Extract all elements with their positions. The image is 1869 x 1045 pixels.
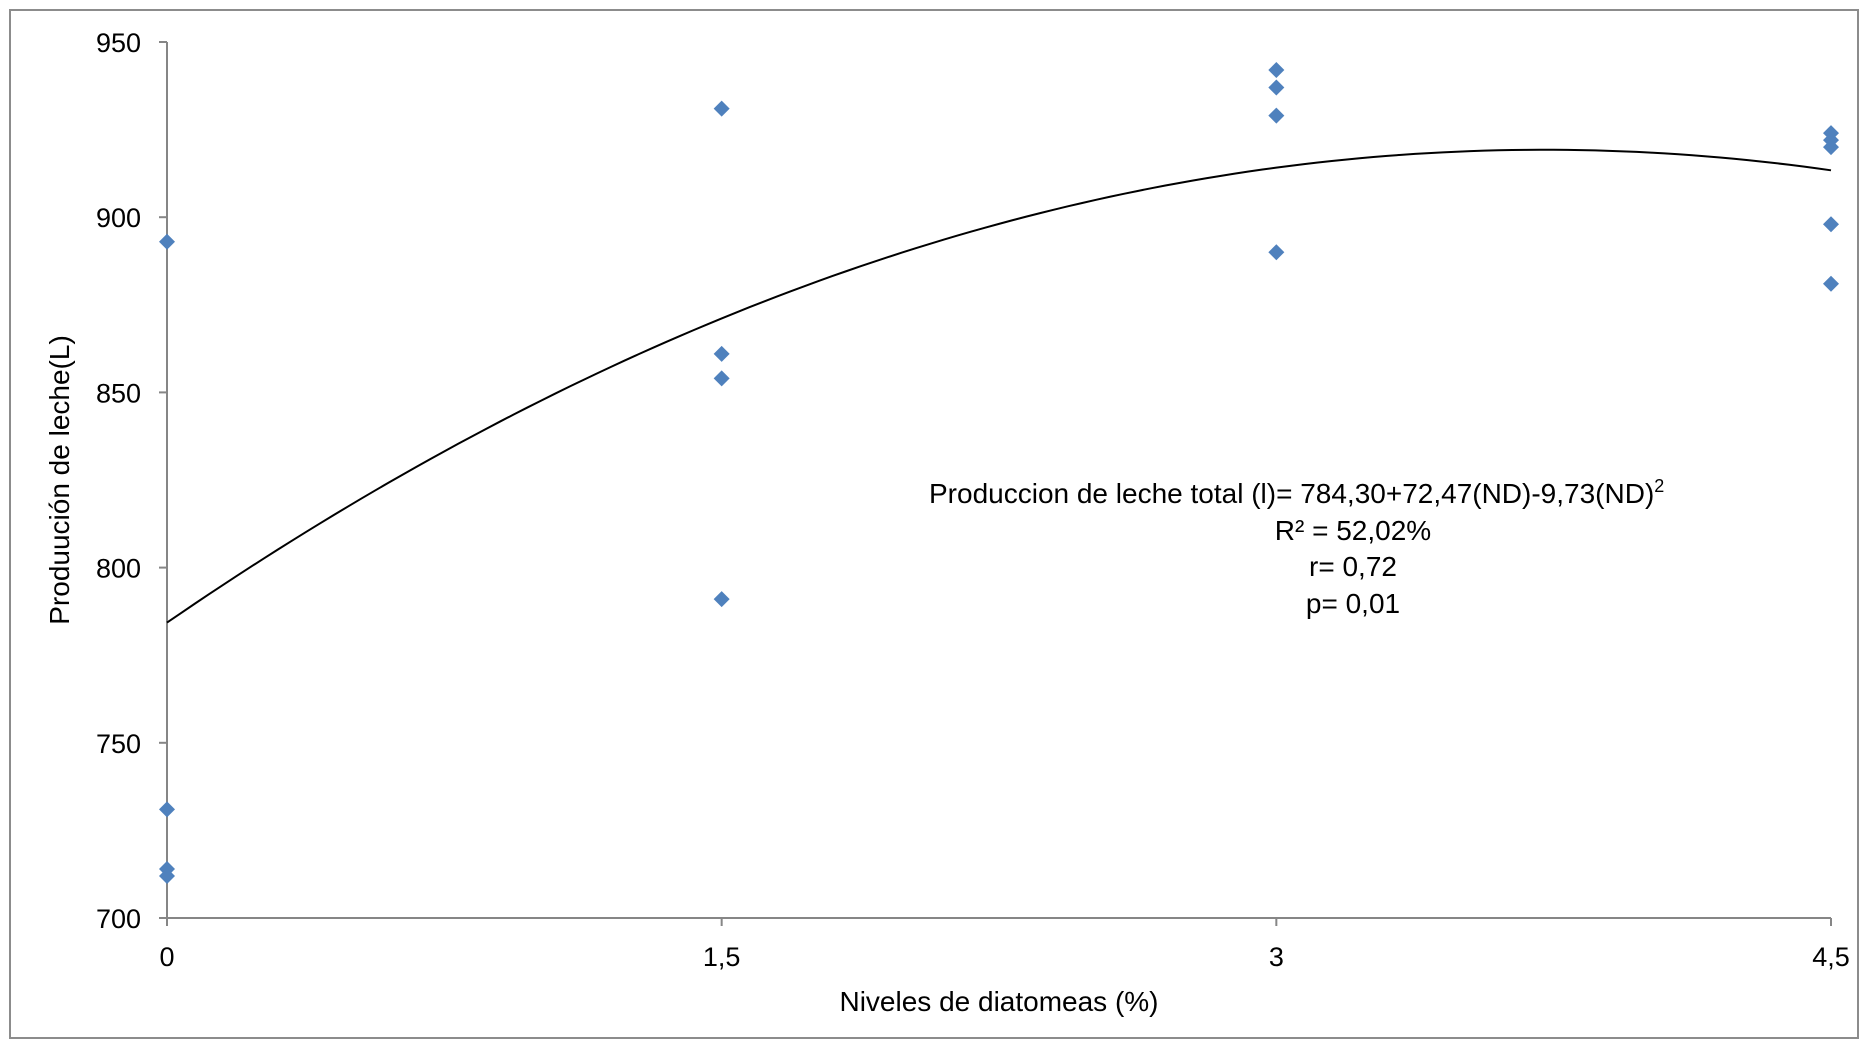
data-points (159, 62, 1839, 884)
x-tick-label: 3 (1269, 942, 1284, 972)
data-point (159, 801, 175, 818)
data-point (713, 100, 730, 117)
equation-text: Produccion de leche total (l)= 784,30+72… (929, 478, 1654, 509)
chart-frame (9, 9, 1859, 1039)
svg-text:Produccion de leche total (l)=: Produccion de leche total (l)= 784,30+72… (929, 476, 1664, 509)
data-point (1268, 244, 1285, 261)
x-tick-label: 0 (159, 942, 174, 972)
x-axis-ticks: 0 1,5 3 4,5 (159, 918, 1850, 972)
data-point (1268, 62, 1285, 79)
x-tick-label: 1,5 (703, 942, 741, 972)
data-point (159, 233, 175, 250)
data-point (713, 345, 730, 362)
y-tick-label: 850 (96, 378, 141, 408)
y-tick-label: 750 (96, 729, 141, 759)
y-tick-label: 800 (96, 554, 141, 584)
x-tick-label: 4,5 (1812, 942, 1850, 972)
y-tick-label: 950 (96, 28, 141, 58)
equation-superscript: 2 (1654, 476, 1664, 496)
r-squared-text: R² = 52,02% (1275, 515, 1431, 546)
y-axis-title: Produución de leche(L) (44, 335, 75, 625)
equation-annotation: Produccion de leche total (l)= 784,30+72… (929, 476, 1664, 619)
y-tick-label: 700 (96, 904, 141, 934)
data-point (713, 370, 730, 387)
data-point (1823, 275, 1839, 292)
y-tick-label: 900 (96, 203, 141, 233)
data-point (1823, 216, 1839, 233)
r-text: r= 0,72 (1309, 551, 1397, 582)
data-point (159, 867, 175, 884)
data-point (1823, 139, 1839, 156)
y-axis-ticks: 700 750 800 850 900 950 (96, 28, 167, 934)
data-point (1268, 79, 1285, 96)
data-point (713, 591, 730, 608)
data-point (1268, 107, 1285, 124)
trendline (166, 148, 1832, 624)
p-text: p= 0,01 (1306, 588, 1400, 619)
x-axis-title: Niveles de diatomeas (%) (839, 986, 1158, 1017)
